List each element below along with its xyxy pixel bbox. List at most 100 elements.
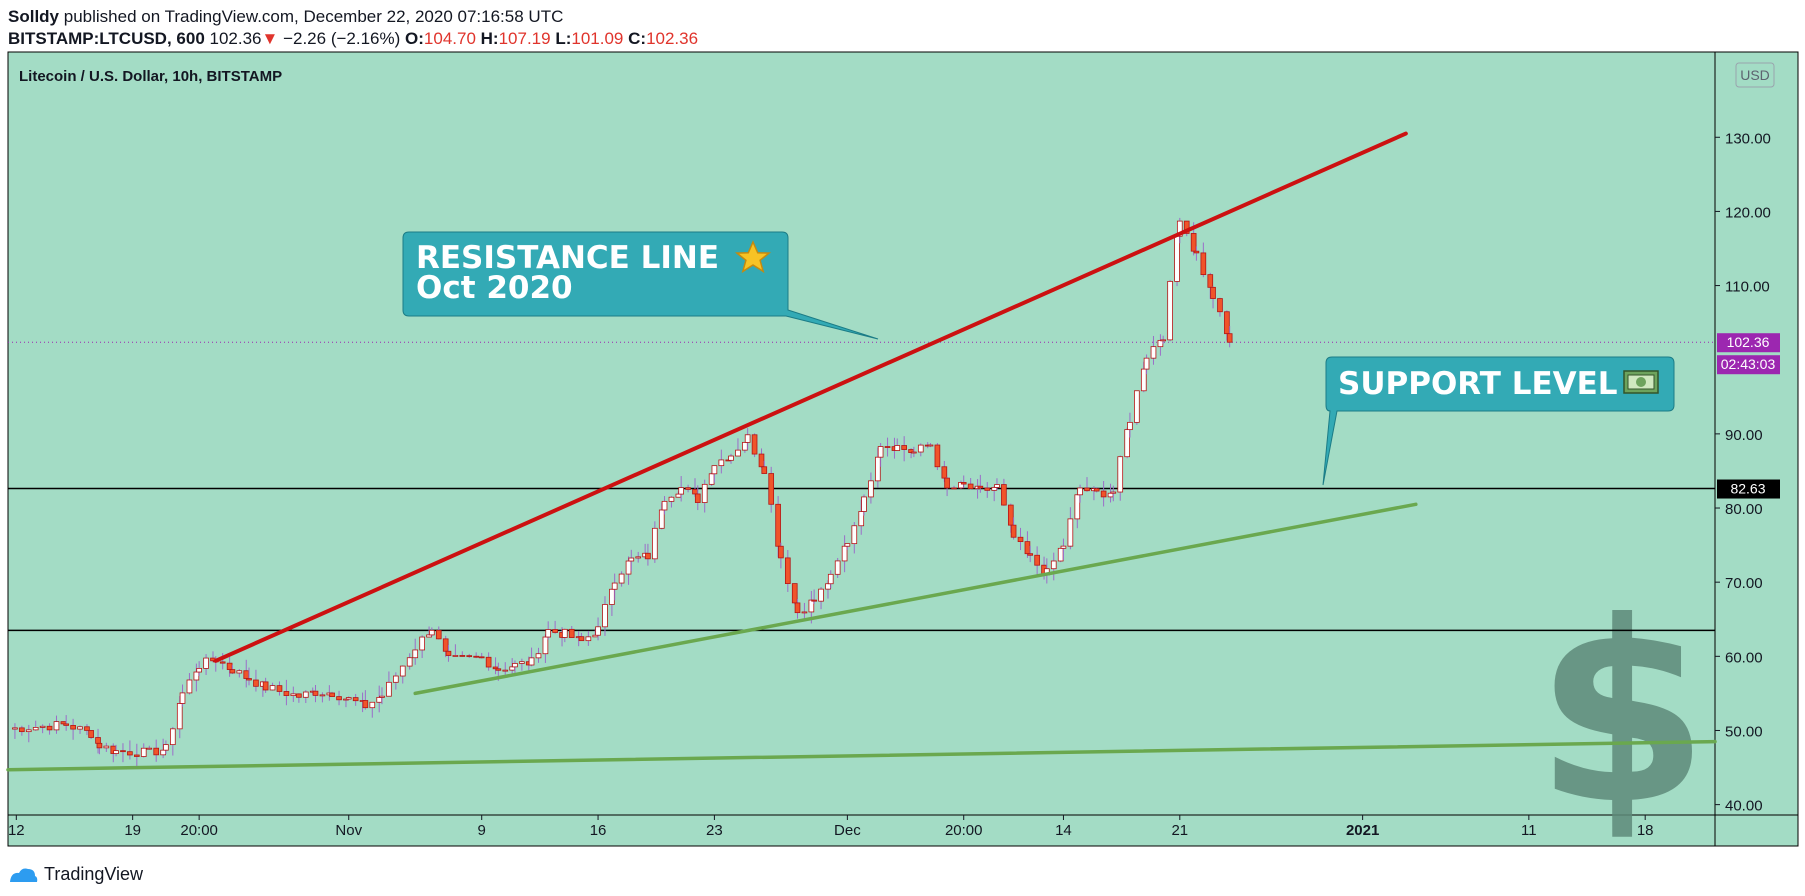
chart-title: Litecoin / U.S. Dollar, 10h, BITSTAMP [19, 68, 282, 85]
x-tick-label: 11 [1521, 822, 1537, 839]
currency-label-box[interactable] [1735, 62, 1775, 88]
candle-body [561, 628, 568, 638]
resistance-trendline[interactable] [213, 131, 1408, 663]
candle-body [941, 466, 948, 479]
price-axis[interactable] [1714, 51, 1799, 847]
star-icon [734, 240, 772, 274]
candle-body [193, 671, 200, 681]
x-tick-label: 16 [590, 822, 607, 839]
footer-brand: TradingView [44, 864, 144, 884]
candle-body [393, 675, 399, 683]
currency-label: USD [1740, 67, 1770, 83]
candle-body [302, 691, 309, 698]
candle-body [1093, 488, 1100, 492]
candle-body [794, 602, 801, 614]
candle-body [1007, 504, 1014, 526]
candle-body [728, 455, 734, 461]
candle-body [984, 487, 991, 491]
timer-badge: 02:43:03 [1721, 356, 1776, 372]
candle-body [625, 560, 632, 575]
support-callout[interactable]: SUPPORT LEVEL [1322, 356, 1675, 486]
candle-body [1134, 390, 1140, 423]
candle-body [478, 656, 485, 659]
candle-body [1010, 524, 1017, 538]
candle-body [708, 473, 715, 485]
down-arrow-icon: ▼ [261, 29, 279, 48]
candle-body [545, 629, 552, 638]
candle-body [485, 656, 492, 668]
candle-body [229, 669, 236, 674]
timer-badge-bg [1717, 355, 1780, 375]
candle-body [1110, 491, 1117, 494]
candle-body [1050, 560, 1057, 570]
candle-body [552, 629, 558, 633]
resistance-callout[interactable]: RESISTANCE LINE Oct 2020 [402, 231, 879, 340]
candle-body [170, 728, 176, 746]
candle-body [609, 588, 615, 605]
candle-body [435, 629, 442, 640]
candle-body [735, 449, 741, 457]
candle-body [196, 667, 202, 673]
candle-body [379, 695, 385, 698]
trendlines[interactable] [6, 131, 1717, 772]
candle-body [894, 445, 901, 451]
candle-body [991, 487, 998, 491]
candle-body [63, 723, 69, 726]
candle-body [84, 726, 90, 731]
candle-body [1067, 518, 1074, 547]
candle-body [645, 552, 651, 560]
candle-body [412, 649, 419, 659]
close-label: C: [628, 29, 647, 48]
candle-body [1193, 250, 1200, 254]
author-name[interactable]: Solldy [8, 7, 60, 26]
support-callout-box [1322, 356, 1675, 486]
resistance-callout-text: RESISTANCE LINE [416, 240, 719, 276]
candle-body [1150, 346, 1157, 359]
tradingview-footer[interactable]: TradingView [8, 864, 143, 885]
candle-body [742, 441, 748, 451]
candle-body [1174, 235, 1180, 282]
candle-body [542, 636, 549, 655]
candle-body [960, 482, 967, 485]
candle-body [376, 696, 383, 703]
long-term-trendline[interactable] [6, 739, 1717, 772]
candle-body [827, 573, 834, 585]
candle-body [519, 661, 525, 664]
candle-body [96, 742, 103, 749]
candle-body [262, 681, 269, 691]
x-tick-label: 20:00 [180, 822, 218, 839]
candle-body [618, 573, 625, 584]
candle-body [678, 487, 684, 495]
candle-body [246, 678, 252, 681]
candle-body [875, 456, 881, 482]
candle-body [146, 747, 153, 750]
y-tick-label: 90.00 [1725, 427, 1763, 444]
candle-body [1183, 220, 1190, 234]
candle-body [1217, 298, 1223, 313]
candle-body [884, 446, 891, 448]
plot-area[interactable] [7, 51, 1716, 847]
candle-body [336, 696, 342, 701]
price-badge: 102.36 [1727, 334, 1770, 350]
candle-body [163, 744, 169, 751]
candle-body [861, 496, 867, 512]
candle-body [851, 525, 858, 545]
candle-body [1207, 274, 1214, 288]
candle-body [1060, 545, 1067, 549]
x-tick-label: 14 [1055, 822, 1072, 839]
candle-body [296, 693, 302, 698]
candle-body [661, 500, 668, 511]
y-tick-label: 50.00 [1725, 723, 1763, 740]
open-label: O: [405, 29, 424, 48]
candle-body [628, 557, 635, 562]
candle-body [1034, 554, 1040, 566]
support-trendline[interactable] [413, 502, 1418, 696]
candle-body [934, 444, 941, 468]
symbol-label[interactable]: BITSTAMP:LTCUSD, 600 [8, 29, 205, 48]
y-tick-label: 130.00 [1725, 130, 1771, 147]
candle-body [602, 604, 608, 628]
candle-body [578, 636, 585, 642]
x-tick-label: 21 [1171, 822, 1188, 839]
candle-body [1160, 339, 1166, 342]
